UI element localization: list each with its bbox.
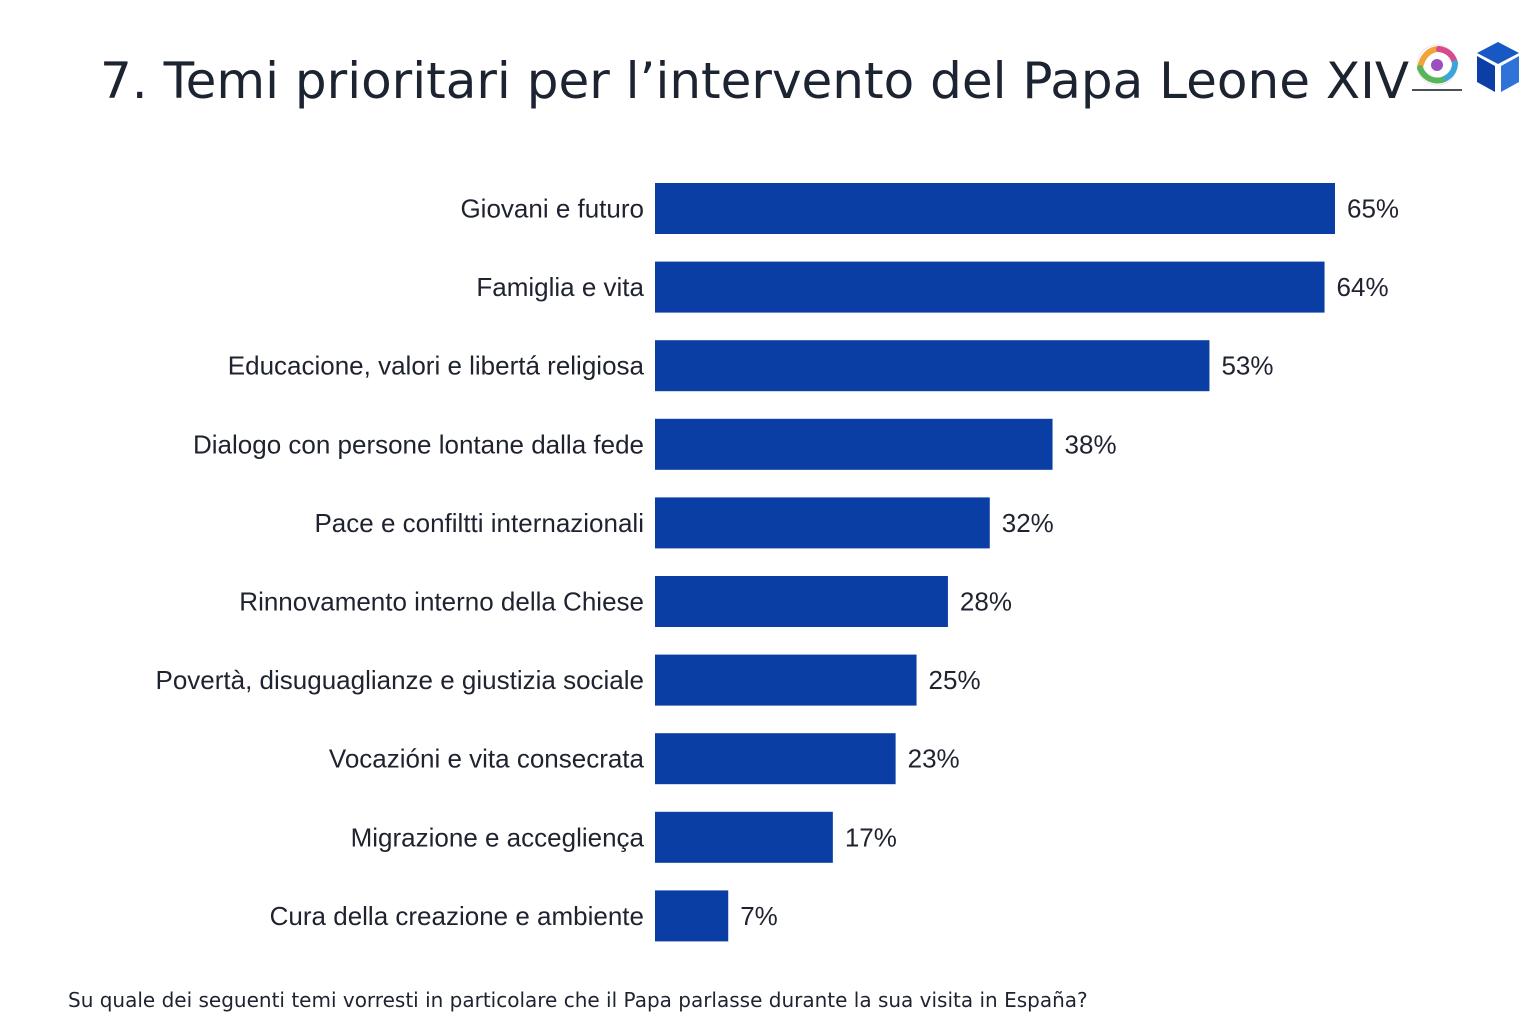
logo-area — [1408, 40, 1528, 100]
category-label: Vocazióni e vita consecrata — [329, 744, 645, 774]
bar — [655, 340, 1210, 392]
category-label: Dialogo con persone lontane dalla fede — [193, 429, 644, 459]
circular-colorful-logo-icon — [1412, 44, 1462, 91]
survey-question: Su quale dei seguenti temi vorresti in p… — [68, 988, 1088, 1012]
value-label: 53% — [1221, 351, 1273, 381]
category-label: Migrazione e accegliença — [351, 822, 645, 852]
value-label: 32% — [1002, 508, 1054, 538]
bar — [655, 183, 1335, 234]
value-label: 38% — [1065, 429, 1117, 459]
category-label: Famiglia e vita — [476, 272, 644, 302]
category-label: Giovani e futuro — [460, 194, 644, 224]
value-label: 28% — [960, 587, 1012, 617]
category-label: Rinnovamento interno della Chiese — [239, 587, 644, 617]
bar — [655, 497, 990, 549]
bar — [655, 576, 948, 627]
bar — [655, 418, 1053, 470]
value-label: 7% — [740, 901, 778, 931]
value-label: 17% — [845, 822, 897, 852]
category-label: Povertà, disuguaglianze e giustizia soci… — [155, 665, 644, 695]
blue-cube-icon — [1477, 42, 1519, 92]
value-label: 25% — [929, 665, 981, 695]
value-label: 65% — [1347, 194, 1399, 224]
value-label: 23% — [908, 744, 960, 774]
bar — [655, 890, 729, 942]
category-label: Educacione, valori e libertá religiosa — [228, 351, 645, 381]
bar — [655, 811, 833, 863]
bar — [655, 654, 917, 706]
bar — [655, 733, 896, 785]
category-label: Pace e confiltti internazionali — [314, 508, 644, 538]
category-label: Cura della creazione e ambiente — [270, 901, 644, 931]
bar — [655, 261, 1325, 313]
page-title: 7. Temi prioritari per l’intervento del … — [100, 52, 1410, 110]
value-label: 64% — [1337, 272, 1389, 302]
